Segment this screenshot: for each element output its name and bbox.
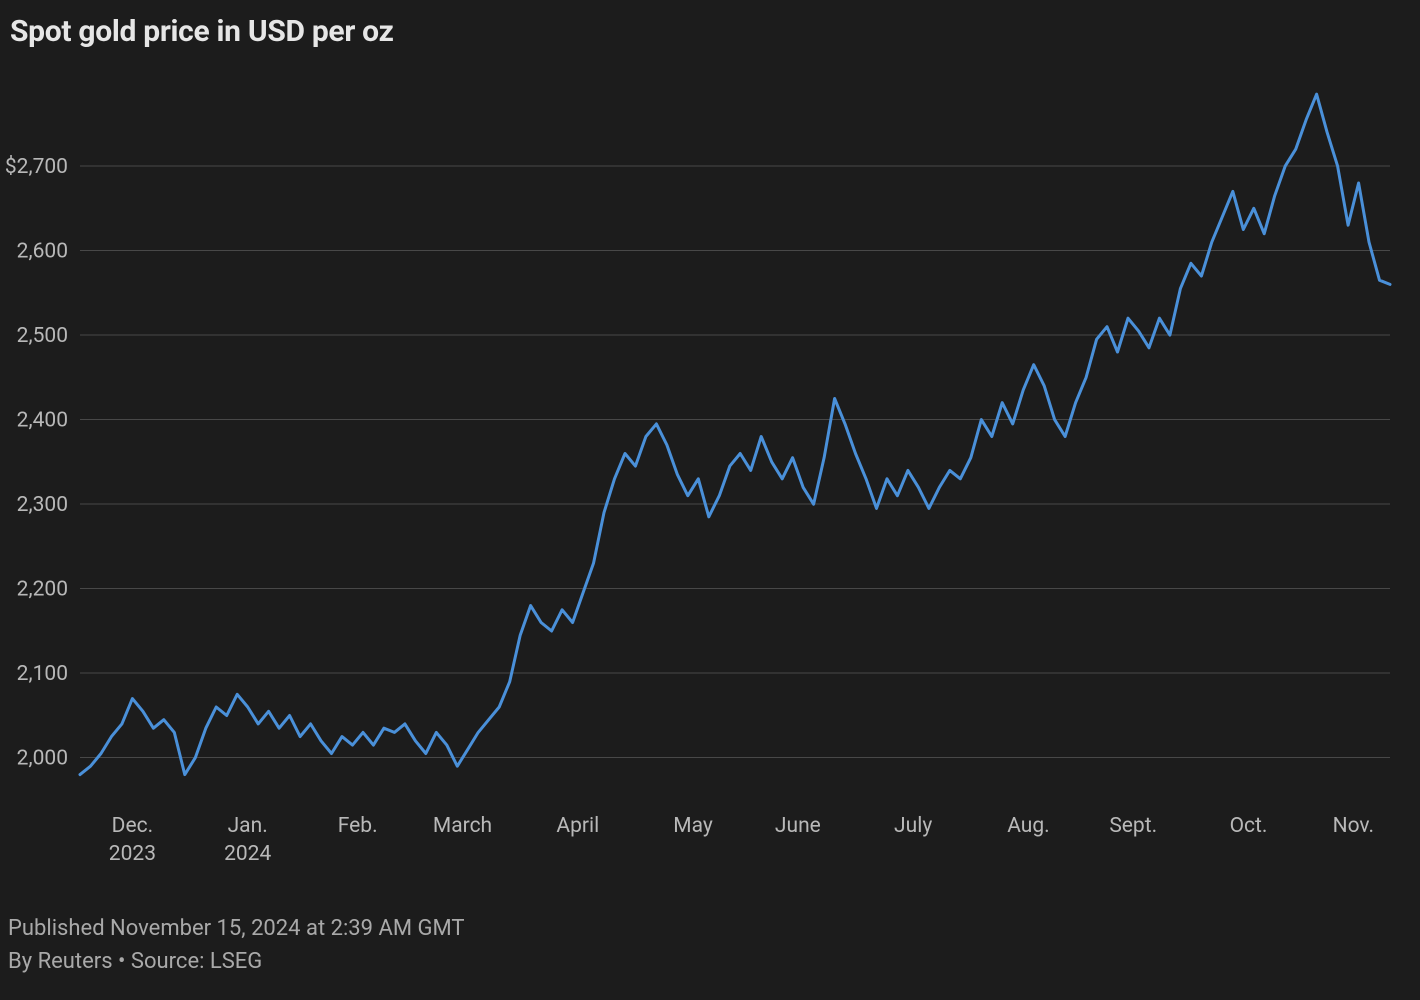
byline-text: By Reuters • Source: LSEG: [8, 945, 465, 978]
svg-text:2,100: 2,100: [17, 662, 68, 686]
svg-text:July: July: [894, 814, 932, 838]
chart-container: Spot gold price in USD per oz 2,000 2,100…: [0, 0, 1420, 1000]
svg-text:2,400: 2,400: [17, 409, 68, 433]
svg-text:Nov.: Nov.: [1333, 814, 1374, 838]
svg-text:June: June: [775, 814, 821, 838]
svg-text:Sept.: Sept.: [1109, 814, 1157, 838]
svg-text:2,000: 2,000: [17, 747, 68, 771]
chart-title: Spot gold price in USD per oz: [10, 14, 394, 49]
chart-area: 2,000 2,100 2,200 2,300 2,400 2,500 2,600 $2,70…: [0, 70, 1420, 890]
svg-text:2023: 2023: [109, 842, 156, 866]
svg-text:April: April: [556, 814, 599, 838]
svg-text:Dec.: Dec.: [112, 814, 153, 838]
svg-text:2,300: 2,300: [17, 493, 68, 517]
svg-text:2,500: 2,500: [17, 324, 68, 348]
svg-text:2,200: 2,200: [17, 578, 68, 602]
svg-text:2024: 2024: [224, 842, 271, 866]
svg-text:2,600: 2,600: [17, 240, 68, 264]
svg-text:Oct.: Oct.: [1230, 814, 1268, 838]
svg-text:$2,700: $2,700: [5, 155, 68, 179]
svg-text:Feb.: Feb.: [338, 814, 378, 838]
svg-text:Aug.: Aug.: [1007, 814, 1050, 838]
published-text: Published November 15, 2024 at 2:39 AM G…: [8, 912, 465, 945]
svg-text:Jan.: Jan.: [228, 814, 268, 838]
chart-footer: Published November 15, 2024 at 2:39 AM G…: [8, 912, 465, 978]
svg-text:March: March: [433, 814, 492, 838]
line-chart-svg: 2,000 2,100 2,200 2,300 2,400 2,500 2,600 $2,70…: [0, 70, 1420, 890]
svg-text:May: May: [673, 814, 713, 838]
